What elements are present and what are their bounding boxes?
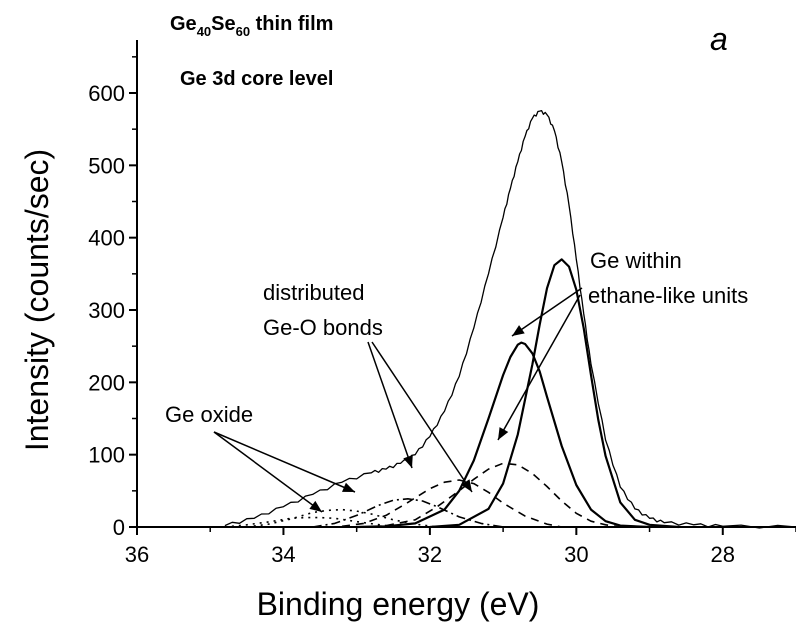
chart-subtitle: Ge 3d core level	[180, 68, 333, 90]
x-tick-label: 30	[564, 542, 588, 567]
arrow-distributed-a	[367, 341, 413, 469]
arrow-distributed-a-head	[403, 455, 413, 468]
y-tick-label: 200	[88, 370, 125, 395]
y-tick-label: 0	[113, 515, 125, 540]
axes-group: 36 34 32 30 28 0 100 200 300 400 500 600	[88, 40, 796, 567]
series-line-5	[341, 479, 562, 528]
x-tick-label: 28	[711, 542, 735, 567]
x-axis-label: Binding energy (eV)	[257, 586, 540, 622]
arrow-ge-within-a	[511, 287, 583, 337]
annotation-ge-oxide: Ge oxide	[165, 402, 253, 427]
x-tick-label: 36	[125, 542, 149, 567]
series-line-6	[312, 498, 504, 528]
chart-title: Ge40Se60 thin film	[170, 13, 333, 39]
x-tick-label: 32	[418, 542, 442, 567]
y-tick-label: 500	[88, 153, 125, 178]
arrow-oxide-b	[213, 431, 323, 513]
arrow-oxide-a-head	[342, 482, 355, 492]
annotation-ge-within-1: Ge within	[590, 248, 682, 273]
arrow-oxide-b-head	[309, 500, 322, 512]
annotations-group	[213, 287, 583, 513]
series-line-4	[385, 462, 621, 528]
text-group: Binding energy (eV) Intensity (counts/sec…	[19, 13, 748, 622]
arrow-distributed-b-head	[461, 479, 472, 492]
series-line-8	[224, 516, 408, 528]
y-tick-label: 300	[88, 298, 125, 323]
y-tick-label: 600	[88, 81, 125, 106]
panel-label: a	[710, 21, 728, 57]
y-axis-label: Intensity (counts/sec)	[19, 149, 55, 451]
y-tick-label: 100	[88, 443, 125, 468]
series-line-3	[429, 258, 679, 529]
annotation-distributed-1: distributed	[263, 280, 365, 305]
arrow-distributed-b	[371, 341, 473, 493]
arrow-ge-within-b-head	[498, 427, 509, 440]
series-line-1	[224, 109, 796, 529]
annotation-distributed-2: Ge-O bonds	[263, 315, 383, 340]
annotation-ge-within-2: ethane-like units	[588, 283, 748, 308]
series-line-2	[356, 341, 650, 529]
y-tick-label: 400	[88, 226, 125, 251]
arrow-ge-within-a-head	[512, 325, 525, 336]
arrow-ge-within-b	[497, 294, 581, 441]
arrow-oxide-a	[213, 431, 356, 493]
x-tick-label: 34	[271, 542, 295, 567]
series-group	[224, 109, 796, 529]
